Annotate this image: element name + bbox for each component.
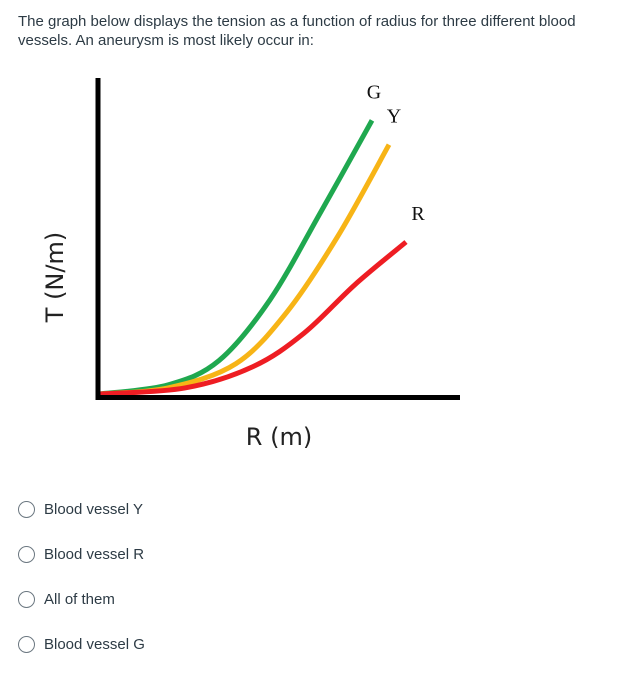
option-all-of-them[interactable]: All of them: [18, 584, 418, 614]
tension-radius-chart: T (N/m) R (m) GY R: [41, 78, 460, 451]
series-line-y: [99, 143, 392, 397]
x-axis-label: R (m): [246, 423, 312, 451]
series-label-r: R: [411, 203, 425, 225]
option-blood-vessel-r[interactable]: Blood vessel R: [18, 539, 418, 569]
series-line-r: [99, 240, 408, 397]
radio-button[interactable]: [18, 500, 35, 518]
y-axis-label: T (N/m): [41, 232, 69, 323]
option-label: Blood vessel R: [44, 545, 145, 563]
answer-options: Blood vessel Y Blood vessel R All of the…: [18, 494, 418, 674]
option-blood-vessel-g[interactable]: Blood vessel G: [18, 629, 418, 659]
radio-button[interactable]: [18, 545, 35, 563]
option-label: All of them: [44, 590, 115, 608]
radio-button[interactable]: [18, 635, 35, 653]
series-label-g: G: [367, 81, 381, 103]
question-text: The graph below displays the tension as …: [18, 13, 576, 49]
series-label-y: Y: [387, 106, 401, 128]
radio-button[interactable]: [18, 590, 35, 608]
series-label-layer: GY R: [367, 81, 426, 225]
series-line-g: [99, 119, 375, 397]
option-label: Blood vessel G: [44, 635, 145, 653]
option-label: Blood vessel Y: [44, 500, 143, 518]
series-layer: [99, 119, 408, 397]
option-blood-vessel-y[interactable]: Blood vessel Y: [18, 494, 418, 524]
